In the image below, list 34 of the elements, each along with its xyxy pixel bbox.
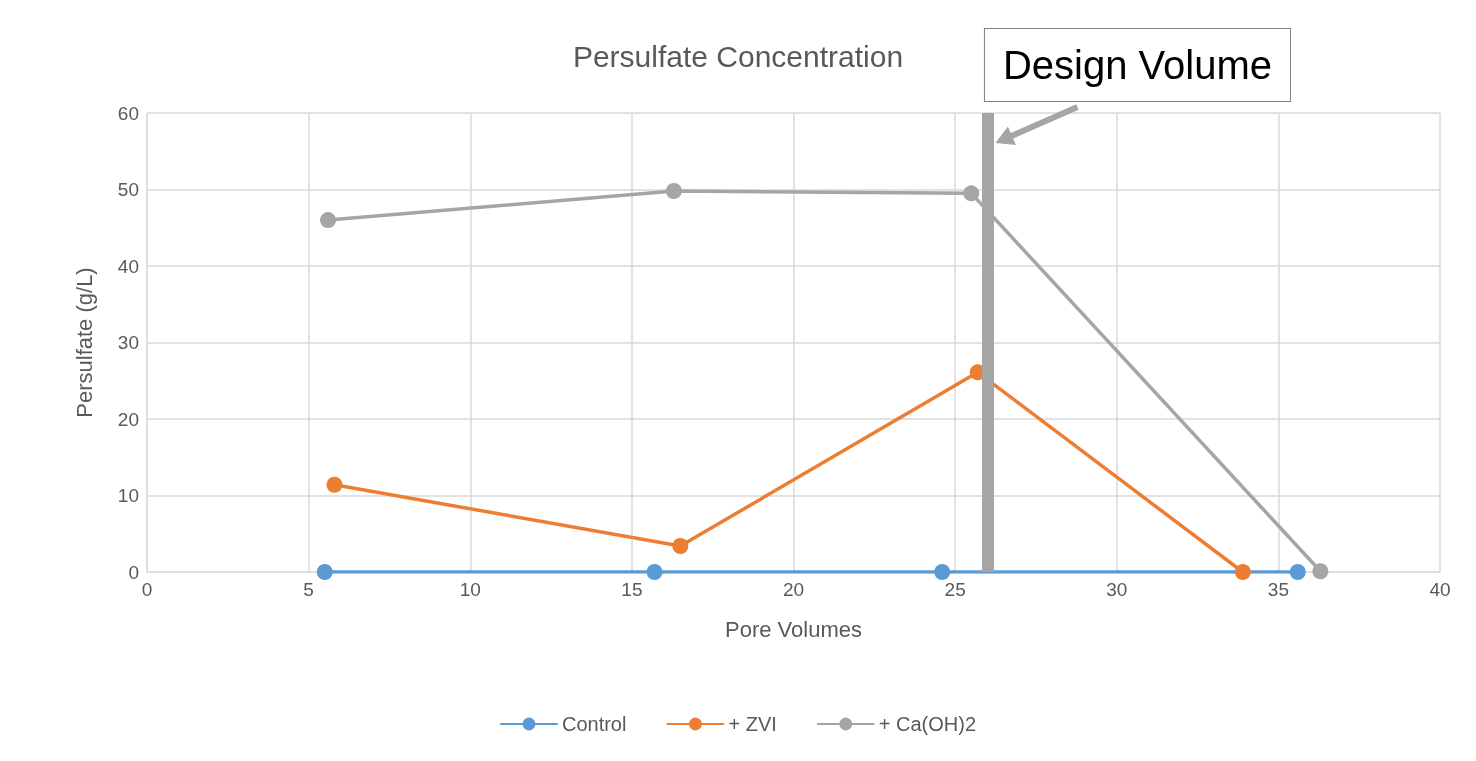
x-tick-label: 35: [1267, 579, 1289, 600]
y-axis-title: Persulfate (g/L): [71, 267, 97, 418]
chart-title: Persulfate Concentration: [572, 39, 904, 73]
point: [1289, 564, 1306, 580]
point: [326, 476, 343, 493]
point: [646, 564, 663, 580]
legend-label: + ZVI: [728, 713, 777, 735]
x-tick-label: 10: [459, 579, 481, 600]
legend-label: Control: [561, 713, 627, 735]
x-tick-label: 0: [141, 579, 153, 600]
y-tick-label: 50: [117, 179, 139, 200]
ref-line-label: Design Volume: [1002, 43, 1272, 87]
point: [963, 185, 980, 202]
y-tick-label: 0: [128, 561, 139, 583]
point: [665, 183, 682, 200]
y-tick-label: 40: [117, 255, 139, 277]
point: [672, 537, 689, 554]
y-tick-label: 10: [117, 485, 139, 506]
x-tick-label: 40: [1429, 579, 1451, 600]
x-axis-title: Pore Volumes: [725, 616, 862, 642]
point: [1234, 564, 1251, 580]
point: [320, 212, 337, 229]
legend-label: + Ca(OH)2: [878, 713, 977, 735]
point: [316, 564, 333, 580]
y-tick-label: 30: [117, 332, 139, 353]
point: [934, 564, 951, 580]
x-tick-label: 25: [944, 579, 966, 600]
y-tick-label: 60: [117, 102, 139, 124]
point: [1312, 563, 1329, 580]
x-tick-label: 15: [621, 579, 643, 600]
x-tick-label: 20: [782, 579, 805, 600]
x-tick-label: 5: [303, 579, 314, 600]
x-tick-label: 30: [1106, 579, 1128, 600]
y-tick-label: 20: [117, 408, 139, 430]
